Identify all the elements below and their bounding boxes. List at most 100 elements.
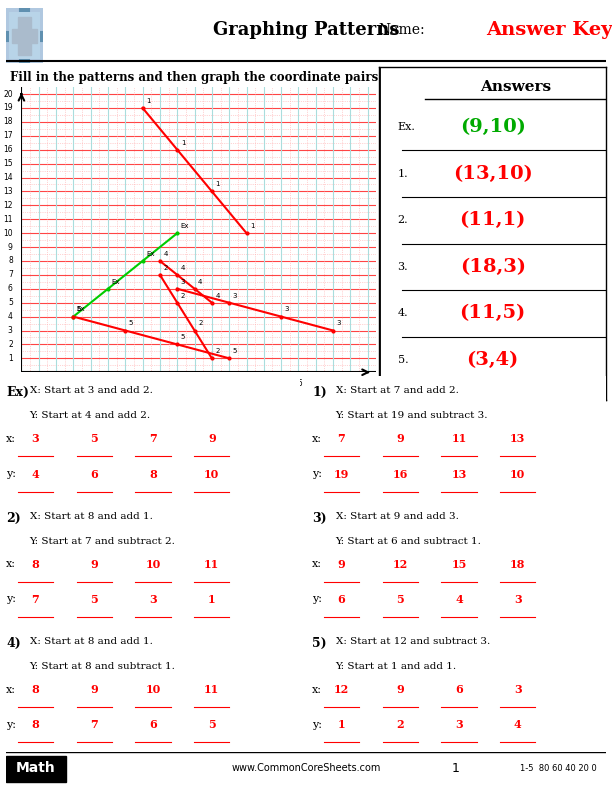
Text: 2: 2: [163, 265, 168, 271]
Text: Ex: Ex: [111, 279, 120, 284]
Text: 6: 6: [149, 719, 157, 730]
Text: 17: 17: [3, 131, 13, 140]
Text: 9: 9: [338, 559, 345, 569]
Text: 1): 1): [312, 386, 327, 399]
Text: y:: y:: [6, 595, 16, 604]
Text: 6: 6: [8, 284, 13, 293]
Text: Answer Key: Answer Key: [486, 21, 612, 39]
Text: www.CommonCoreSheets.com: www.CommonCoreSheets.com: [231, 763, 381, 773]
Text: 4): 4): [6, 637, 21, 650]
Text: 5: 5: [208, 719, 215, 730]
Text: 5: 5: [233, 348, 237, 354]
Text: y:: y:: [312, 720, 322, 729]
Text: X: Start at 8 and add 1.: X: Start at 8 and add 1.: [29, 637, 152, 646]
Text: 10: 10: [146, 559, 160, 569]
Text: 18: 18: [3, 117, 13, 127]
Text: (13,10): (13,10): [453, 165, 532, 183]
Text: Ex: Ex: [77, 307, 85, 312]
Text: 1-5  80 60 40 20 0: 1-5 80 60 40 20 0: [520, 763, 596, 773]
Text: 20: 20: [3, 89, 13, 98]
Text: 6: 6: [455, 684, 463, 695]
Text: 15: 15: [3, 159, 13, 168]
Text: Ex: Ex: [146, 251, 155, 257]
Text: 2): 2): [6, 512, 21, 524]
Text: 6: 6: [338, 594, 345, 605]
Text: 13: 13: [3, 187, 13, 196]
Text: 10: 10: [146, 684, 160, 695]
Text: 4: 4: [198, 279, 203, 284]
Text: Y: Start at 1 and add 1.: Y: Start at 1 and add 1.: [335, 662, 457, 671]
Text: 11: 11: [204, 559, 219, 569]
Text: (3,4): (3,4): [466, 351, 519, 369]
Text: 5: 5: [105, 379, 110, 388]
Text: 15: 15: [451, 559, 467, 569]
Text: y:: y:: [312, 469, 322, 479]
Text: y:: y:: [6, 720, 16, 729]
Text: Math: Math: [17, 761, 56, 775]
Text: 10: 10: [3, 229, 13, 238]
Text: 4: 4: [181, 265, 185, 271]
Text: Answers: Answers: [480, 80, 551, 94]
Text: 9: 9: [175, 379, 180, 388]
Text: Ex): Ex): [6, 386, 29, 399]
Text: 3.: 3.: [398, 262, 408, 272]
Text: 8: 8: [32, 719, 39, 730]
Text: 8: 8: [32, 559, 39, 569]
Text: x:: x:: [6, 685, 16, 695]
Text: 12: 12: [393, 559, 408, 569]
Text: 2: 2: [181, 292, 185, 299]
Text: 4: 4: [215, 292, 220, 299]
Text: (11,5): (11,5): [460, 304, 526, 322]
Text: 9: 9: [8, 242, 13, 252]
Text: 4: 4: [163, 251, 168, 257]
Text: 11: 11: [207, 379, 217, 388]
Text: X: Start at 8 and add 1.: X: Start at 8 and add 1.: [29, 512, 152, 520]
Text: 14: 14: [3, 173, 13, 182]
Text: 19: 19: [3, 104, 13, 112]
Text: 11: 11: [204, 684, 219, 695]
Text: 4: 4: [32, 469, 39, 479]
Text: 6: 6: [123, 379, 128, 388]
Text: 16: 16: [294, 379, 304, 388]
Text: 1: 1: [215, 181, 220, 187]
Text: 3: 3: [32, 433, 39, 444]
Text: 5: 5: [91, 433, 98, 444]
Text: 7: 7: [140, 379, 145, 388]
Text: 20: 20: [363, 379, 373, 388]
Text: 1: 1: [146, 97, 151, 104]
Text: 4: 4: [8, 312, 13, 321]
Text: 5: 5: [397, 594, 404, 605]
Bar: [18, 17, 31, 55]
Text: 2: 2: [8, 340, 13, 349]
Text: 4: 4: [455, 594, 463, 605]
Text: 2: 2: [54, 379, 58, 388]
Text: 9: 9: [91, 684, 98, 695]
Bar: [12, 29, 37, 43]
Text: 8: 8: [32, 684, 39, 695]
Text: Ex: Ex: [181, 223, 189, 229]
Text: 8: 8: [149, 469, 157, 479]
Text: Graphing Patterns: Graphing Patterns: [213, 21, 399, 39]
Text: 10: 10: [204, 469, 219, 479]
Text: 1: 1: [8, 354, 13, 363]
Text: Y: Start at 6 and subtract 1.: Y: Start at 6 and subtract 1.: [335, 537, 482, 546]
Text: 10: 10: [190, 379, 200, 388]
Text: Ex.: Ex.: [398, 122, 416, 132]
Text: 9: 9: [91, 559, 98, 569]
Text: 3: 3: [8, 326, 13, 335]
Text: 2: 2: [215, 348, 220, 354]
Text: 4: 4: [88, 379, 93, 388]
Text: x:: x:: [312, 685, 322, 695]
Text: 5: 5: [91, 594, 98, 605]
Text: 9: 9: [208, 433, 215, 444]
Text: (9,10): (9,10): [460, 118, 526, 136]
Text: 19: 19: [334, 469, 349, 479]
Text: 3: 3: [514, 594, 521, 605]
Text: 3: 3: [455, 719, 463, 730]
Text: x:: x:: [312, 559, 322, 569]
Text: 5.: 5.: [398, 355, 408, 365]
Text: 5: 5: [8, 299, 13, 307]
Text: 5: 5: [181, 334, 185, 341]
Text: Y: Start at 4 and add 2.: Y: Start at 4 and add 2.: [29, 411, 151, 421]
Text: 3: 3: [337, 320, 341, 326]
